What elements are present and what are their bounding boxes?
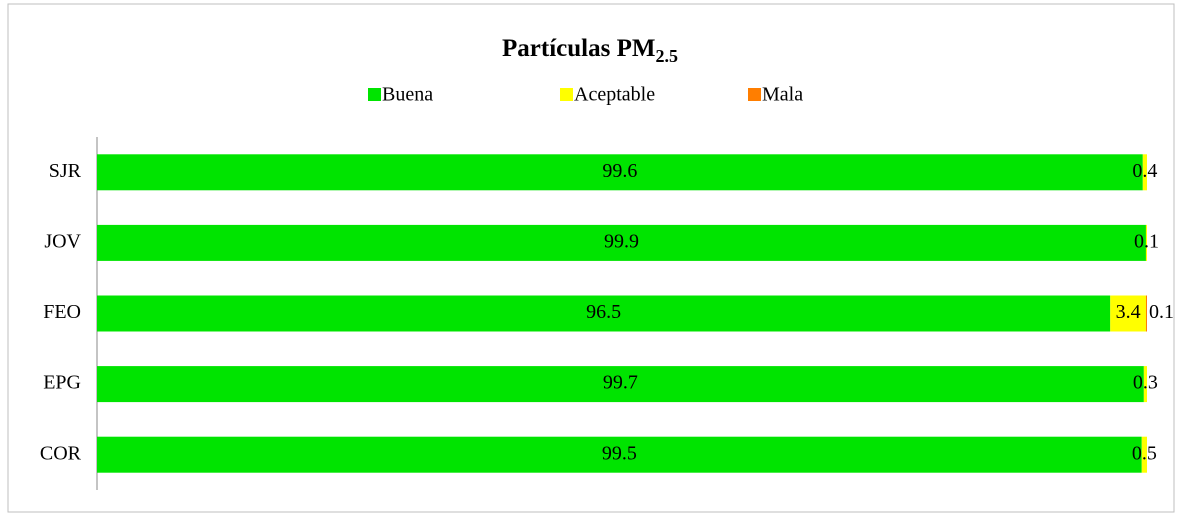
- bar-segment: [1141, 436, 1147, 473]
- bar-segment: [97, 295, 1111, 332]
- chart-title: Partículas PM2.5: [502, 35, 678, 66]
- y-tick-label: COR: [40, 442, 82, 464]
- y-tick-label: FEO: [43, 301, 81, 323]
- data-label: 0.1: [1134, 230, 1159, 252]
- legend-swatch: [368, 88, 381, 101]
- data-label: 96.5: [586, 301, 621, 323]
- data-label: 0.3: [1133, 372, 1158, 394]
- data-label: 99.5: [602, 442, 637, 464]
- title-subscript: 2.5: [655, 46, 678, 66]
- data-label: 0.4: [1132, 160, 1157, 182]
- bar-segment: [97, 154, 1143, 191]
- legend-label: Mala: [762, 84, 803, 106]
- bar-segment: [1145, 224, 1147, 261]
- bar-segment: [1110, 295, 1146, 332]
- bar-segment: [1145, 295, 1147, 332]
- data-label: 99.9: [604, 230, 639, 252]
- bar-segment: [1142, 154, 1147, 191]
- y-tick-label: SJR: [49, 160, 82, 182]
- bar-segment: [97, 366, 1144, 403]
- bar-segment: [97, 436, 1142, 473]
- data-label: 0.1: [1149, 301, 1174, 323]
- legend-label: Aceptable: [574, 84, 655, 106]
- legend-swatch: [560, 88, 573, 101]
- y-tick-label: JOV: [44, 230, 81, 252]
- data-label: 3.4: [1116, 301, 1141, 323]
- data-label: 99.6: [602, 160, 637, 182]
- data-label: 0.5: [1132, 442, 1157, 464]
- legend-label: Buena: [382, 84, 433, 106]
- data-label: 99.7: [603, 372, 638, 394]
- bar-segment: [1143, 366, 1147, 403]
- y-tick-label: EPG: [43, 372, 81, 394]
- legend-swatch: [748, 88, 761, 101]
- title-main: Partículas PM: [502, 35, 655, 62]
- bar-segment: [97, 224, 1146, 261]
